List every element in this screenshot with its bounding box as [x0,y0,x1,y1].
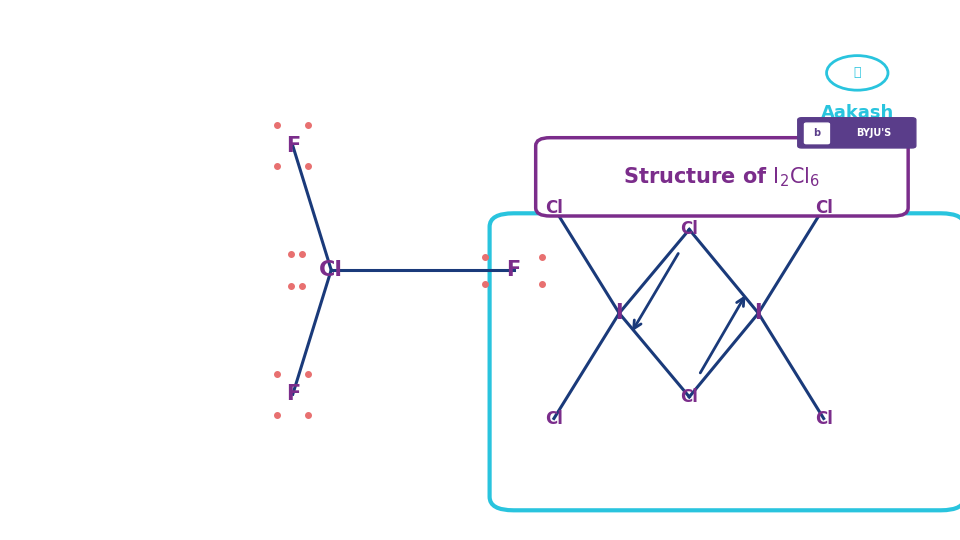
Text: ⛹: ⛹ [853,66,861,79]
Text: F: F [507,260,520,280]
Text: Cl: Cl [545,409,563,428]
Text: I: I [755,303,762,323]
Text: Cl: Cl [681,220,698,239]
Text: Cl: Cl [815,409,832,428]
Text: Cl: Cl [815,199,832,217]
FancyBboxPatch shape [804,123,829,144]
Text: Cl: Cl [319,260,344,280]
Text: F: F [286,136,300,156]
Text: BYJU'S: BYJU'S [856,129,891,138]
FancyBboxPatch shape [490,213,960,510]
Text: b: b [813,129,821,138]
Text: F: F [286,384,300,404]
Text: $\bf{S}$tructure of $\rm{I_2Cl_6}$: $\bf{S}$tructure of $\rm{I_2Cl_6}$ [623,165,821,188]
Text: Cl: Cl [681,388,698,406]
FancyBboxPatch shape [536,138,908,216]
Text: Aakash: Aakash [821,104,894,123]
FancyBboxPatch shape [798,118,916,148]
Text: Cl: Cl [545,199,563,217]
Text: I: I [615,303,623,323]
